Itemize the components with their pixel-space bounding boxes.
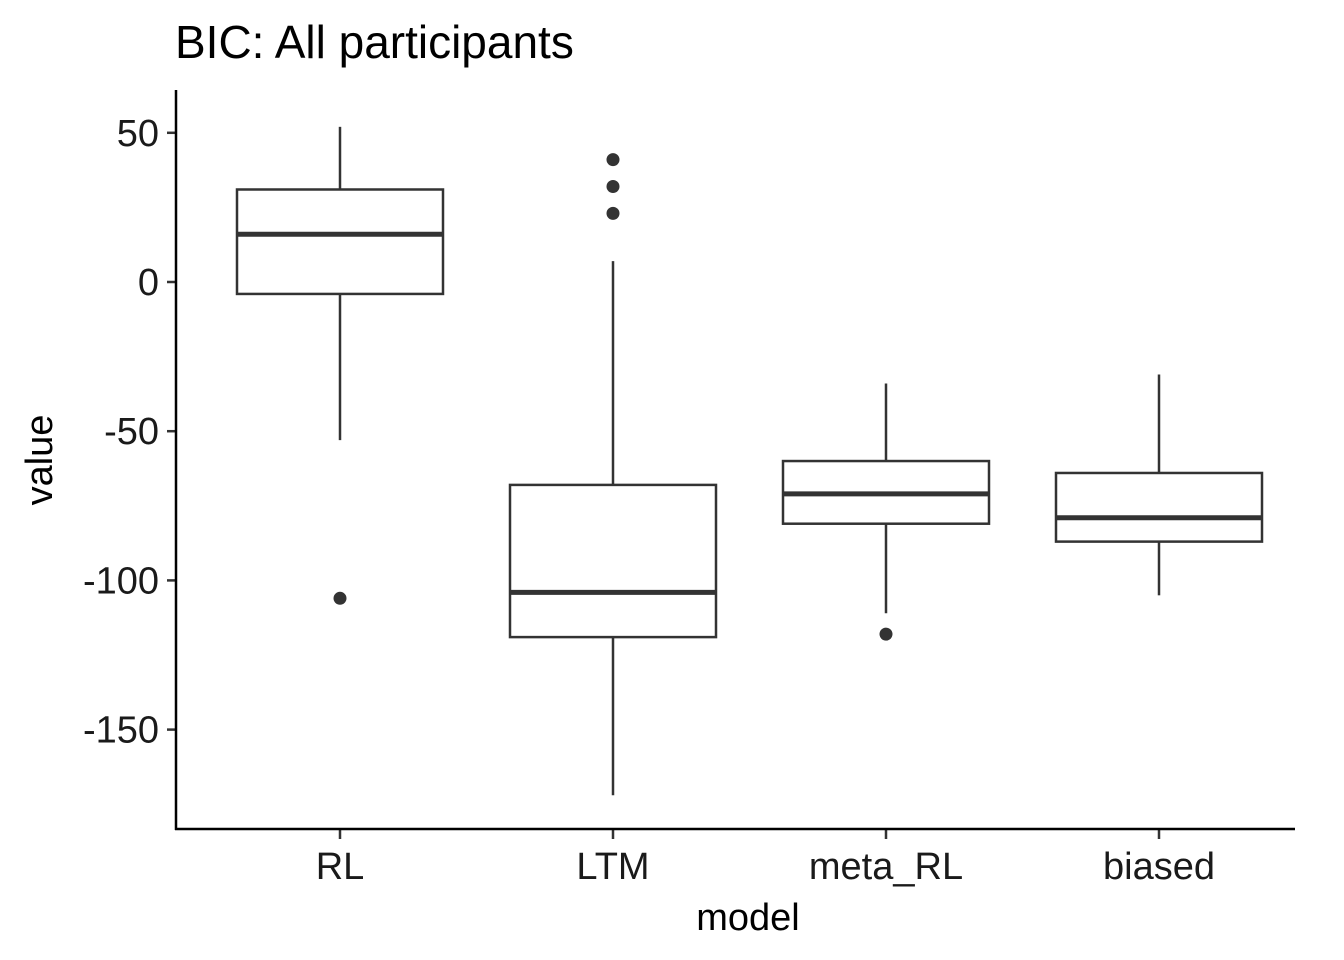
chart-title: BIC: All participants <box>175 16 574 68</box>
outlier-point <box>606 180 620 194</box>
interquartile-box <box>508 483 718 639</box>
outlier-point <box>879 627 893 641</box>
y-tick-label: -50 <box>104 411 159 453</box>
x-tick-label: LTM <box>576 846 649 888</box>
box-series <box>235 126 1264 796</box>
box-LTM <box>508 153 718 796</box>
y-axis-label: value <box>19 415 61 506</box>
x-tick-label: biased <box>1103 846 1215 888</box>
y-tick-label: 0 <box>138 262 159 304</box>
box-RL <box>235 126 445 605</box>
y-tick-label: -150 <box>83 710 159 752</box>
y-tick-label: 50 <box>117 113 159 155</box>
box-biased <box>1054 374 1264 596</box>
y-tick-label: -100 <box>83 560 159 602</box>
x-axis-ticks: RL LTM meta_RL biased <box>316 829 1215 888</box>
outlier-point <box>333 591 347 605</box>
box-meta_RL <box>781 383 991 641</box>
interquartile-box <box>235 188 445 296</box>
x-tick-label: RL <box>316 846 365 888</box>
outlier-point <box>606 206 620 220</box>
x-axis-label: model <box>696 897 800 939</box>
outlier-point <box>606 153 620 167</box>
y-axis-ticks: 50 0 -50 -100 -150 <box>83 113 176 752</box>
interquartile-box <box>1054 471 1264 543</box>
x-tick-label: meta_RL <box>809 846 963 888</box>
